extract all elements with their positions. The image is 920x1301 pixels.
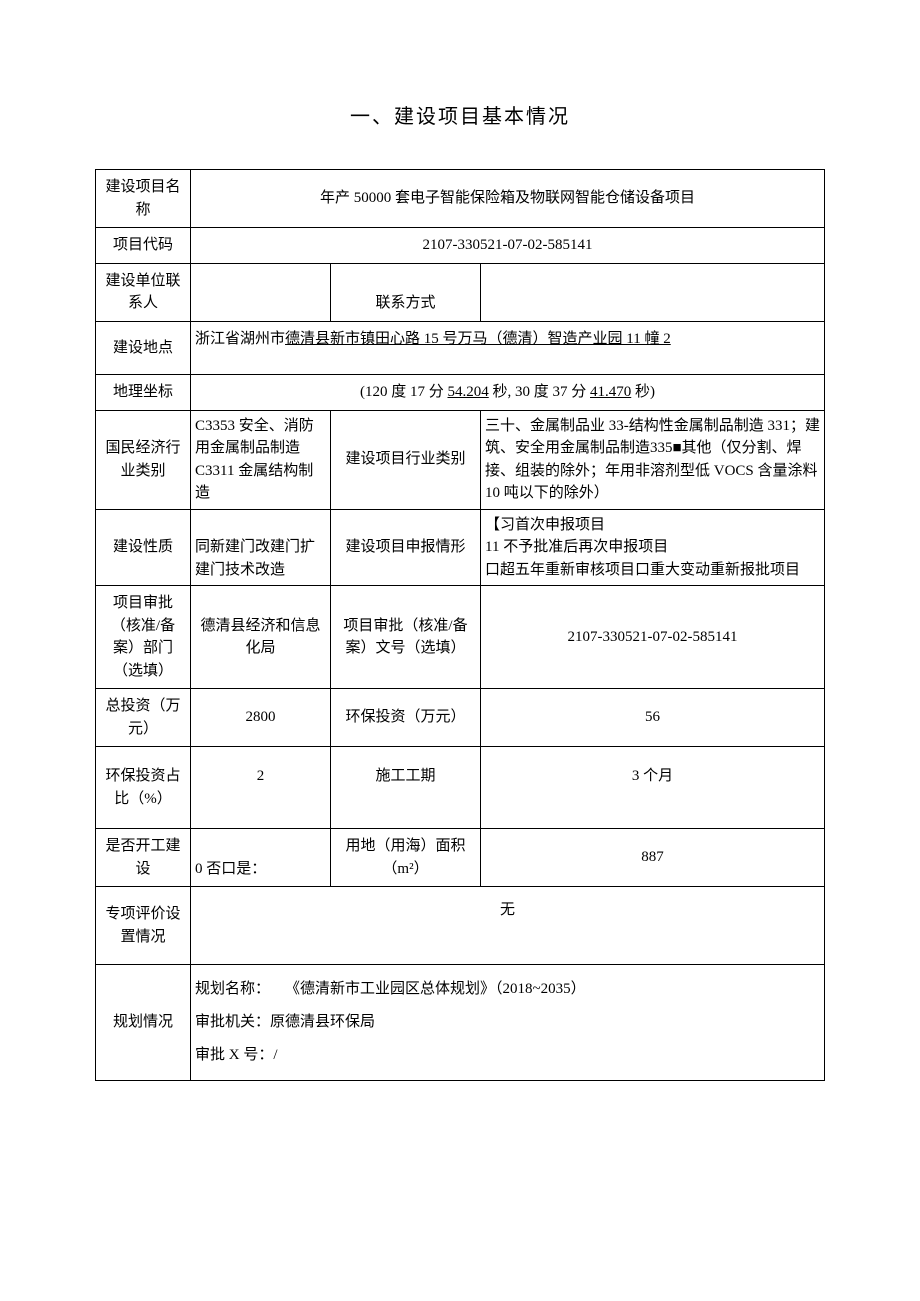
land-area-label: 用地（用海）面积（m²）: [331, 829, 481, 887]
industry-type-value: 三十、金属制品业 33-结构性金属制品制造 331；建筑、安全用金属制品制造33…: [481, 410, 825, 509]
planning-value: 规划名称： 《德清新市工业园区总体规划》（2018~2035） 审批机关：原德清…: [191, 965, 825, 1081]
location-label: 建设地点: [96, 321, 191, 375]
total-invest-label: 总投资（万元）: [96, 689, 191, 747]
contact-method-label: 联系方式: [331, 263, 481, 321]
table-row: 地理坐标 (120 度 17 分 54.204 秒, 30 度 37 分 41.…: [96, 375, 825, 411]
project-info-table: 建设项目名称 年产 50000 套电子智能保险箱及物联网智能仓储设备项目 项目代…: [95, 169, 825, 1081]
project-code-label: 项目代码: [96, 228, 191, 264]
contact-person-value: [191, 263, 331, 321]
economy-label: 国民经济行业类别: [96, 410, 191, 509]
project-name-label: 建设项目名称: [96, 170, 191, 228]
approval-dept-value: 德清县经济和信息化局: [191, 586, 331, 689]
nature-label: 建设性质: [96, 509, 191, 586]
special-eval-value: 无: [191, 887, 825, 965]
table-row: 总投资（万元） 2800 环保投资（万元） 56: [96, 689, 825, 747]
table-row: 建设单位联系人 联系方式: [96, 263, 825, 321]
env-invest-value: 56: [481, 689, 825, 747]
table-row: 专项评价设置情况 无: [96, 887, 825, 965]
table-row: 国民经济行业类别 C3353 安全、消防用金属制品制造 C3311 金属结构制造…: [96, 410, 825, 509]
industry-type-label: 建设项目行业类别: [331, 410, 481, 509]
construction-period-value: 3 个月: [481, 747, 825, 829]
table-row: 建设项目名称 年产 50000 套电子智能保险箱及物联网智能仓储设备项目: [96, 170, 825, 228]
table-row: 项目代码 2107-330521-07-02-585141: [96, 228, 825, 264]
economy-value: C3353 安全、消防用金属制品制造 C3311 金属结构制造: [191, 410, 331, 509]
table-row: 建设地点 浙江省湖州市德清县新市镇田心路 15 号万马（德清）智造产业园 11 …: [96, 321, 825, 375]
start-label: 是否开工建设: [96, 829, 191, 887]
contact-person-label: 建设单位联系人: [96, 263, 191, 321]
nature-value: 同新建门改建门扩建门技术改造: [191, 509, 331, 586]
planning-label: 规划情况: [96, 965, 191, 1081]
table-row: 规划情况 规划名称： 《德清新市工业园区总体规划》（2018~2035） 审批机…: [96, 965, 825, 1081]
page-title: 一、建设项目基本情况: [95, 100, 825, 129]
env-invest-label: 环保投资（万元）: [331, 689, 481, 747]
location-value: 浙江省湖州市德清县新市镇田心路 15 号万马（德清）智造产业园 11 幢 2: [191, 321, 825, 375]
approval-no-value: 2107-330521-07-02-585141: [481, 586, 825, 689]
table-row: 是否开工建设 0 否口是： 用地（用海）面积（m²） 887: [96, 829, 825, 887]
table-row: 项目审批（核准/备案）部门（选填） 德清县经济和信息化局 项目审批（核准/备案）…: [96, 586, 825, 689]
project-code-value: 2107-330521-07-02-585141: [191, 228, 825, 264]
contact-method-value: [481, 263, 825, 321]
table-row: 环保投资占比（%） 2 施工工期 3 个月: [96, 747, 825, 829]
env-ratio-label: 环保投资占比（%）: [96, 747, 191, 829]
env-ratio-value: 2: [191, 747, 331, 829]
coords-value: (120 度 17 分 54.204 秒, 30 度 37 分 41.470 秒…: [191, 375, 825, 411]
total-invest-value: 2800: [191, 689, 331, 747]
start-value: 0 否口是：: [191, 829, 331, 887]
coords-label: 地理坐标: [96, 375, 191, 411]
application-value: 【习首次申报项目 11 不予批准后再次申报项目 口超五年重新审核项目口重大变动重…: [481, 509, 825, 586]
approval-dept-label: 项目审批（核准/备案）部门（选填）: [96, 586, 191, 689]
approval-no-label: 项目审批（核准/备案）文号（选填）: [331, 586, 481, 689]
project-name-value: 年产 50000 套电子智能保险箱及物联网智能仓储设备项目: [191, 170, 825, 228]
application-label: 建设项目申报情形: [331, 509, 481, 586]
land-area-value: 887: [481, 829, 825, 887]
construction-period-label: 施工工期: [331, 747, 481, 829]
table-row: 建设性质 同新建门改建门扩建门技术改造 建设项目申报情形 【习首次申报项目 11…: [96, 509, 825, 586]
special-eval-label: 专项评价设置情况: [96, 887, 191, 965]
